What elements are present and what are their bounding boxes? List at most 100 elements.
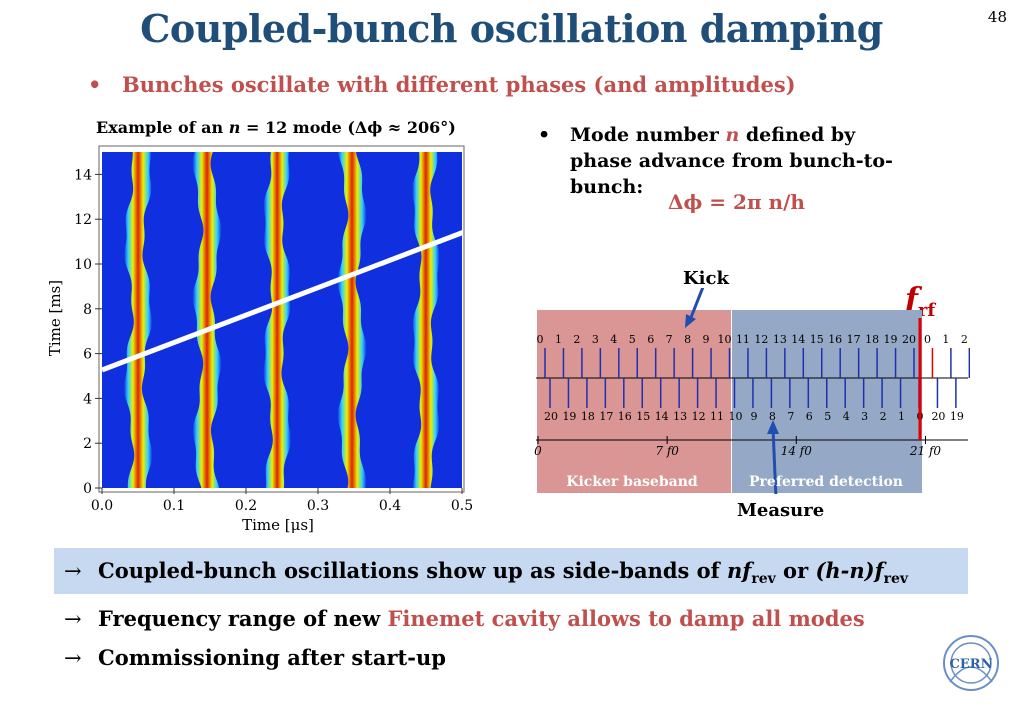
y-tick-label: 0 xyxy=(83,481,92,497)
measure-arrow-head xyxy=(767,420,779,434)
x-tick-label: 0.2 xyxy=(235,498,257,514)
y-tick-label: 4 xyxy=(83,391,92,407)
main-bullet: • Bunches oscillate with different phases… xyxy=(88,72,796,97)
upper-mode-number: 16 xyxy=(828,333,842,346)
axis-label: 7 f0 xyxy=(655,444,679,458)
phase-line xyxy=(101,229,465,373)
upper-mode-number: 14 xyxy=(791,333,805,346)
bunch-stripe xyxy=(123,152,153,488)
lower-mode-number: 8 xyxy=(769,410,776,423)
plot-caption: Example of an n = 12 mode (Δϕ ≈ 206°) xyxy=(96,118,456,137)
line2-pre: Frequency range of new xyxy=(98,606,388,631)
arrow-icon: → xyxy=(64,607,82,631)
arrow-icon: → xyxy=(64,646,82,670)
axis-label: 14 f0 xyxy=(781,444,813,458)
upper-mode-number: 15 xyxy=(810,333,824,346)
mode-text-pre: Mode number xyxy=(570,124,726,146)
lower-mode-number: 12 xyxy=(692,410,706,423)
upper-mode-number: 1 xyxy=(942,333,949,346)
mode-plot: 0.0 0.1 0.2 0.3 0.4 0.5 0 2 4 6 8 10 12 14 Time [μs]… xyxy=(46,145,473,534)
caption-post: = 12 mode (Δϕ ≈ 206°) xyxy=(240,118,456,137)
caption-var: n xyxy=(228,118,241,137)
lower-mode-number: 2 xyxy=(880,410,887,423)
lower-mode-number: 15 xyxy=(636,410,650,423)
mode-var: n xyxy=(725,124,740,146)
conclusion-line-3: → Commissioning after start-up xyxy=(64,645,446,670)
lower-mode-number: 14 xyxy=(655,410,669,423)
frf-label: frf xyxy=(905,282,935,321)
spectrum-diagram: 0 1 2 3 4 5 6 7 8 9 10 11 12 13 14 15 16 17 18 19 20 0 1 220 19 1… xyxy=(534,288,970,494)
upper-mode-number: 3 xyxy=(592,333,599,346)
y-tick-label: 12 xyxy=(74,212,92,228)
bunch-stripe xyxy=(192,152,222,488)
lower-mode-number: 11 xyxy=(710,410,724,423)
lower-mode-number: 1 xyxy=(898,410,905,423)
preferred-detection-label: Preferred detection xyxy=(749,474,903,490)
lower-mode-number: 7 xyxy=(787,410,794,423)
mode-text-post: defined by phase advance from bunch-to-b… xyxy=(570,124,893,198)
arrow-icon: → xyxy=(64,559,82,583)
upper-mode-number: 13 xyxy=(773,333,787,346)
lower-mode-number: 9 xyxy=(750,410,757,423)
kicker-baseband-band xyxy=(537,310,731,493)
upper-mode-number: 0 xyxy=(924,333,931,346)
upper-mode-number: 5 xyxy=(629,333,636,346)
lower-mode-number: 20 xyxy=(931,410,945,423)
cern-logo: CERN xyxy=(943,635,999,691)
lower-mode-number: 5 xyxy=(824,410,831,423)
line1-or: or xyxy=(775,558,816,583)
x-tick-label: 0.1 xyxy=(163,498,185,514)
line1-nf: nf xyxy=(727,558,752,583)
slide-title: Coupled-bunch oscillation damping xyxy=(140,6,883,51)
conclusion-line-2: → Frequency range of new Finemet cavity a… xyxy=(64,606,865,631)
lower-mode-number: 17 xyxy=(599,410,613,423)
bunch-stripe xyxy=(412,152,440,488)
frf-f: f xyxy=(905,282,918,317)
upper-mode-number: 9 xyxy=(703,333,710,346)
upper-mode-number: 12 xyxy=(754,333,768,346)
bunch-stripe xyxy=(263,152,291,488)
axis-label: 21 f0 xyxy=(909,444,942,458)
bullet-dot: • xyxy=(88,72,102,97)
plot-ylabel: Time [ms] xyxy=(46,280,64,356)
upper-mode-number: 4 xyxy=(610,333,617,346)
caption-pre: Example of an xyxy=(96,118,229,137)
y-tick-label: 2 xyxy=(83,436,92,452)
plot-xlabel: Time [μs] xyxy=(242,516,314,534)
line3: Commissioning after start-up xyxy=(98,645,446,670)
lower-mode-number: 13 xyxy=(673,410,687,423)
axis-label: 0 xyxy=(534,444,542,458)
slide-number: 48 xyxy=(987,8,1007,26)
x-tick-label: 0.4 xyxy=(379,498,401,514)
y-tick-label: 6 xyxy=(83,347,92,363)
lower-mode-number: 6 xyxy=(806,410,813,423)
y-tick-label: 14 xyxy=(74,167,92,183)
lower-mode-number: 19 xyxy=(950,410,964,423)
kick-arrow-shaft xyxy=(688,288,705,321)
kicker-baseband-label: Kicker baseband xyxy=(566,474,698,490)
lower-mode-number: 20 xyxy=(544,410,558,423)
measure-label: Measure xyxy=(737,500,825,521)
upper-mode-number: 2 xyxy=(573,333,580,346)
y-tick-label: 10 xyxy=(74,257,92,273)
upper-mode-number: 20 xyxy=(902,333,916,346)
x-tick-label: 0.0 xyxy=(91,498,113,514)
measure-arrow-shaft xyxy=(771,427,778,494)
x-tick-label: 0.3 xyxy=(307,498,329,514)
x-tick-label: 0.5 xyxy=(451,498,473,514)
lower-mode-number: 19 xyxy=(562,410,576,423)
conclusion-line-1: → Coupled-bunch oscillations show up as s… xyxy=(64,558,908,587)
upper-mode-number: 11 xyxy=(736,333,750,346)
upper-mode-number: 0 xyxy=(537,333,544,346)
lower-mode-number: 4 xyxy=(843,410,850,423)
plot-frame xyxy=(98,145,465,493)
upper-mode-number: 17 xyxy=(847,333,861,346)
y-tick-label: 8 xyxy=(83,302,92,318)
main-bullet-text: Bunches oscillate with different phases … xyxy=(122,72,796,97)
phase-formula: Δϕ = 2π n/h xyxy=(668,190,805,214)
kick-label: Kick xyxy=(683,268,729,289)
upper-mode-number: 19 xyxy=(884,333,898,346)
upper-mode-number: 8 xyxy=(684,333,691,346)
bullet-dot: • xyxy=(538,124,551,146)
lower-mode-number: 16 xyxy=(618,410,632,423)
